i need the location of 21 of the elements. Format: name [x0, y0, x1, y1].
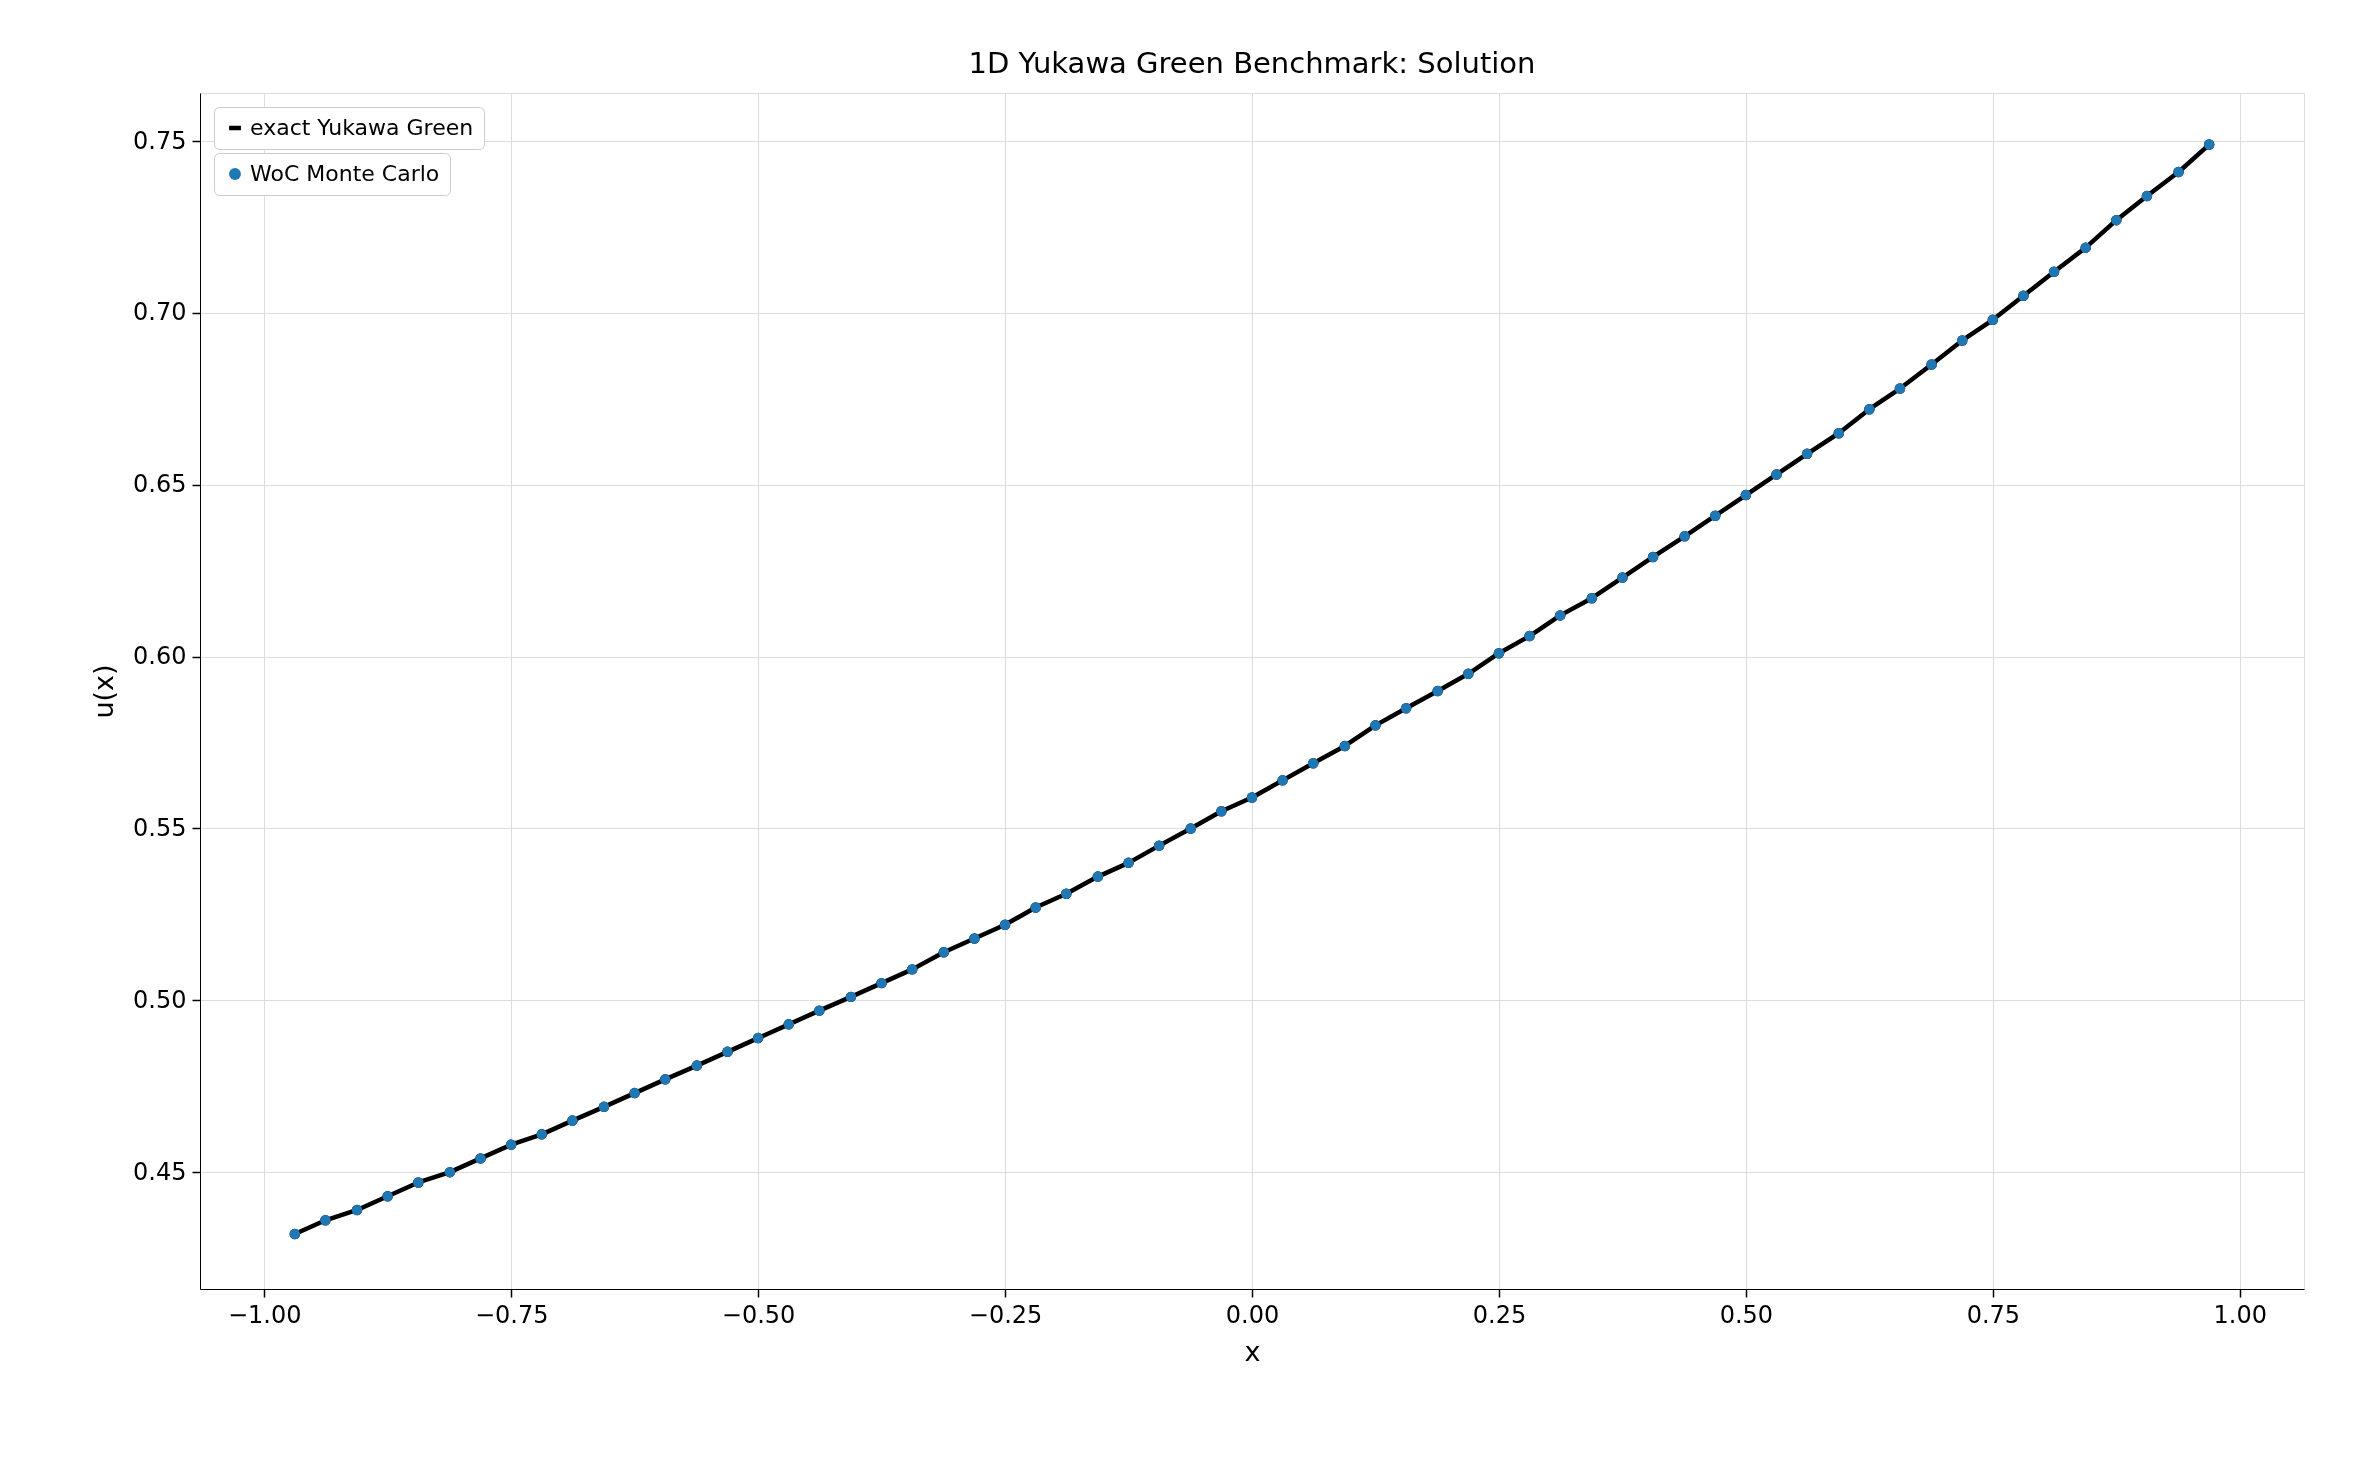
x-tick-label: −0.25 — [968, 1300, 1043, 1329]
y-tick-label: 0.70 — [133, 298, 187, 327]
x-tick-label: 0.25 — [1472, 1300, 1527, 1329]
x-tick-label: −1.00 — [227, 1300, 302, 1329]
y-tick-label: 0.60 — [133, 642, 187, 671]
x-tick-label: −0.50 — [721, 1300, 796, 1329]
x-axis-title: x — [1244, 1335, 1261, 1367]
chart-title: 1D Yukawa Green Benchmark: Solution — [968, 46, 1536, 80]
x-tick-label: 1.00 — [2213, 1300, 2268, 1329]
legend-label: WoC Monte Carlo — [250, 161, 440, 186]
y-tick-label: 0.50 — [133, 985, 187, 1014]
y-tick-label: 0.75 — [133, 126, 187, 155]
y-tick-label: 0.45 — [133, 1157, 187, 1186]
y-axis-title: u(x) — [88, 664, 120, 719]
y-tick-label: 0.65 — [133, 470, 187, 499]
x-tick-label: 0.50 — [1719, 1300, 1774, 1329]
y-tick-label: 0.55 — [133, 813, 187, 842]
legend-label: exact Yukawa Green — [250, 115, 474, 140]
x-tick-label: −0.75 — [474, 1300, 549, 1329]
x-tick-label: 0.00 — [1225, 1300, 1280, 1329]
x-tick-label: 0.75 — [1966, 1300, 2021, 1329]
